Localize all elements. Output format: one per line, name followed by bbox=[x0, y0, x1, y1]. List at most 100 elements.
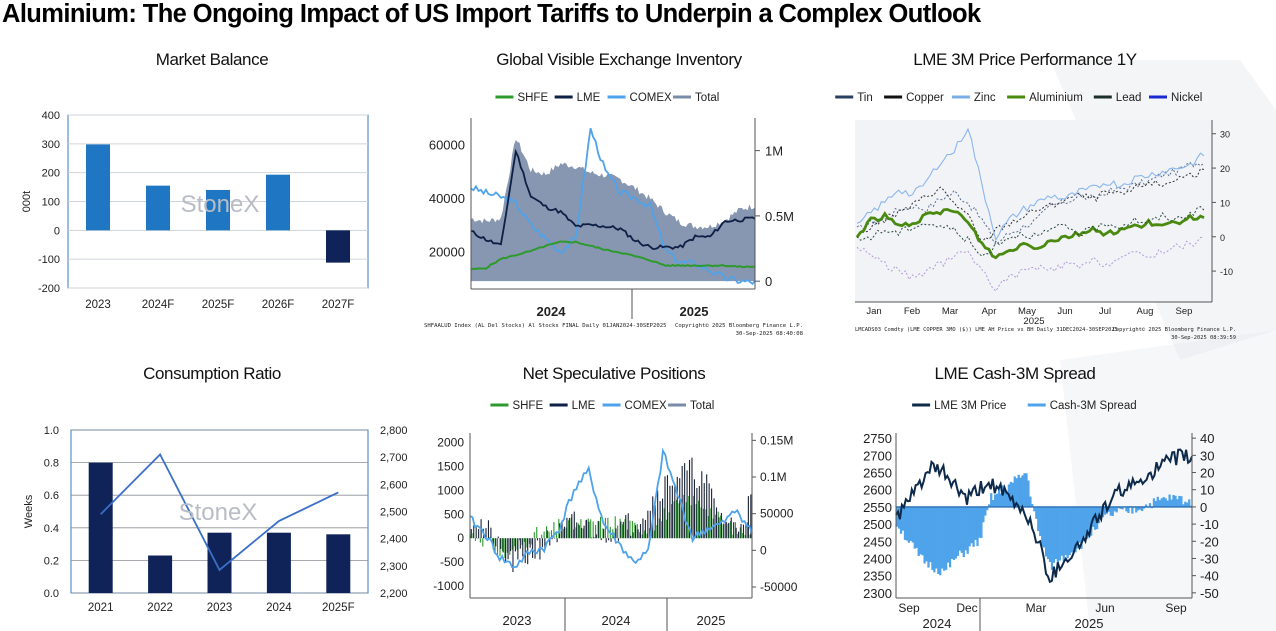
spec-shfe-bar bbox=[702, 508, 705, 539]
spread-bar bbox=[1135, 506, 1138, 513]
spec-shfe-bar bbox=[619, 518, 621, 539]
spec-shfe-bar bbox=[479, 538, 481, 543]
spec-ytick-left: 2000 bbox=[437, 436, 464, 450]
spread-bar bbox=[943, 506, 946, 571]
spread-bar bbox=[972, 506, 975, 547]
spec-shfe-bar bbox=[474, 538, 477, 541]
spec-lme-bar bbox=[620, 521, 622, 539]
spread-bar bbox=[1054, 506, 1058, 560]
spread-bar bbox=[1180, 496, 1183, 507]
market-balance-ytick: -200 bbox=[38, 283, 60, 295]
price-perf-title: LME 3M Price Performance 1Y bbox=[913, 50, 1137, 69]
spec-ytick-left: 1000 bbox=[437, 483, 464, 497]
spec-lme-bar bbox=[679, 478, 681, 539]
spec-shfe-bar bbox=[690, 505, 692, 539]
spec-shfe-bar bbox=[599, 516, 602, 539]
spread-bar bbox=[911, 506, 914, 543]
price-perf-lead-line bbox=[856, 206, 1205, 257]
spec-shfe-bar bbox=[597, 520, 599, 539]
spec-shfe-bar bbox=[590, 519, 592, 539]
spread-bar bbox=[925, 506, 928, 562]
price-perf-xlabel: Apr bbox=[982, 306, 997, 317]
spread-bar bbox=[952, 506, 956, 560]
legend-label-copper: Copper bbox=[906, 92, 944, 104]
spread-bar bbox=[1025, 473, 1028, 507]
spec-lme-bar bbox=[590, 537, 592, 539]
spec-shfe-bar bbox=[656, 525, 658, 539]
spread-bar bbox=[913, 506, 916, 549]
market-balance-bar bbox=[86, 144, 110, 231]
spread-bar bbox=[964, 506, 967, 551]
spread-bar bbox=[1017, 474, 1020, 507]
spec-shfe-bar bbox=[499, 538, 501, 557]
inventory-comex-line bbox=[470, 127, 756, 286]
spec-shfe-bar bbox=[698, 500, 700, 539]
consumption-ytick-right: 2,800 bbox=[380, 425, 408, 437]
spread-bar bbox=[1152, 498, 1156, 507]
spread-bar bbox=[1066, 506, 1069, 559]
consumption-ytick-right: 2,600 bbox=[380, 479, 408, 491]
price-perf-xlabel: Jul bbox=[1099, 306, 1111, 317]
spread-bar bbox=[1113, 506, 1116, 512]
spread-bar bbox=[1070, 506, 1073, 553]
market-balance-ytick: -100 bbox=[38, 254, 60, 266]
spread-bar bbox=[990, 493, 993, 507]
spec-lme-bar bbox=[517, 538, 519, 560]
spread-bar bbox=[1062, 506, 1065, 562]
spec-shfe-bar bbox=[575, 527, 577, 539]
consumption-ytick-left: 0.0 bbox=[44, 588, 59, 600]
spread-bar bbox=[978, 506, 981, 538]
spec-shfe-bar bbox=[710, 508, 712, 539]
spread-bar bbox=[1041, 506, 1044, 547]
market-balance-ytick: 400 bbox=[42, 110, 60, 122]
spec-lme-bar bbox=[662, 498, 664, 539]
spec-xlabel: 2025 bbox=[697, 613, 726, 628]
spread-bar bbox=[988, 504, 991, 507]
spread-bar bbox=[950, 506, 954, 559]
spread-bar bbox=[1013, 476, 1016, 507]
spec-lme-bar bbox=[615, 528, 617, 539]
spread-bar bbox=[1072, 506, 1075, 552]
spread-bar bbox=[927, 506, 930, 568]
spread-bar bbox=[901, 506, 905, 531]
spread-ytick-right: 0 bbox=[1200, 500, 1207, 515]
legend-label-zinc: Zinc bbox=[974, 92, 996, 104]
spread-bar bbox=[1111, 506, 1114, 516]
spec-lme-bar bbox=[659, 501, 661, 539]
spread-bar bbox=[1009, 481, 1012, 507]
inventory-title: Global Visible Exchange Inventory bbox=[496, 50, 742, 69]
spec-title: Net Speculative Positions bbox=[522, 364, 706, 383]
spread-bar bbox=[923, 506, 926, 564]
spread-bar bbox=[1109, 506, 1112, 516]
spec-lme-bar bbox=[532, 538, 534, 558]
spread-bar bbox=[1158, 500, 1161, 507]
spec-shfe-bar bbox=[568, 520, 570, 539]
spread-xlabel: Mar bbox=[1026, 601, 1047, 615]
spec-shfe-bar bbox=[671, 504, 673, 539]
price-perf-plot-bg bbox=[855, 120, 1212, 302]
price-perf-xlabel: Feb bbox=[904, 306, 920, 317]
spread-bar bbox=[1001, 485, 1005, 507]
spec-lme-bar bbox=[696, 487, 698, 539]
price-perf-ytick: 0 bbox=[1220, 233, 1225, 243]
market-balance-ytick: 200 bbox=[42, 168, 60, 180]
legend-label-lead: Lead bbox=[1116, 92, 1142, 104]
spread-bar bbox=[960, 506, 963, 553]
spec-shfe-bar bbox=[472, 533, 474, 539]
market-balance-ytick: 0 bbox=[54, 225, 60, 237]
spec-shfe-bar bbox=[572, 529, 575, 539]
spread-bar bbox=[1184, 501, 1187, 507]
spread-bar bbox=[909, 506, 912, 541]
spread-ytick-left: 2700 bbox=[863, 448, 892, 463]
spread-bar bbox=[1148, 503, 1152, 507]
spec-lme-bar bbox=[622, 521, 624, 539]
spread-bar bbox=[1058, 506, 1061, 561]
spec-xlabel: 2024 bbox=[602, 613, 631, 628]
spec-shfe-bar bbox=[595, 524, 597, 539]
spread-bar bbox=[1186, 502, 1189, 507]
price-perf-xlabel: Jan bbox=[866, 306, 881, 317]
spec-shfe-bar bbox=[523, 538, 526, 542]
spec-shfe-bar bbox=[541, 534, 543, 539]
spec-shfe-bar bbox=[617, 525, 619, 539]
spec-shfe-bar bbox=[663, 508, 665, 539]
